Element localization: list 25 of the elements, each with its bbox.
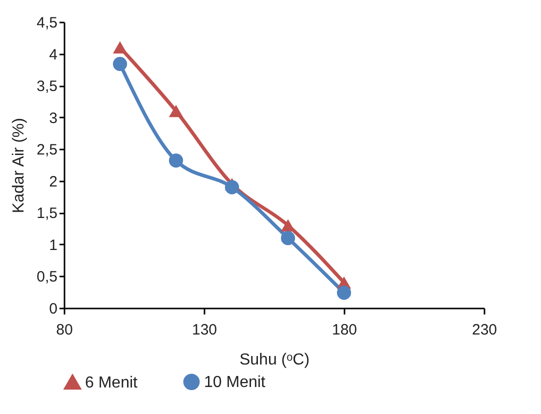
legend-label: 10 Menit — [204, 374, 266, 391]
y-axis-title: Kadar Air (%) — [10, 118, 28, 214]
y-tick-label: 1 — [49, 236, 58, 254]
x-tick-label: 130 — [192, 322, 218, 338]
x-tick-label: 180 — [332, 322, 358, 338]
y-tick-label: 4 — [49, 46, 58, 64]
y-tick-label: 2 — [49, 173, 58, 190]
y-tick-label: 3,5 — [36, 78, 58, 96]
point — [224, 180, 240, 194]
point — [280, 231, 296, 246]
x-axis-title: Suhu (ᵒC) — [239, 352, 310, 368]
legend-label: 6 Menit — [85, 374, 138, 392]
point — [168, 104, 184, 118]
point — [112, 41, 128, 54]
point — [168, 153, 184, 168]
y-tick-label: 0,5 — [36, 268, 58, 286]
x-tick-label: 80 — [56, 322, 73, 338]
y-tick-label: 3 — [49, 110, 58, 127]
y-tick-label: 0 — [49, 300, 58, 318]
point — [112, 56, 128, 72]
point — [336, 286, 352, 300]
x-tick-label: 230 — [472, 322, 498, 338]
y-tick-label: 4,5 — [36, 14, 58, 32]
y-tick-label: 2,5 — [36, 142, 58, 159]
y-tick-label: 1,5 — [36, 205, 58, 222]
